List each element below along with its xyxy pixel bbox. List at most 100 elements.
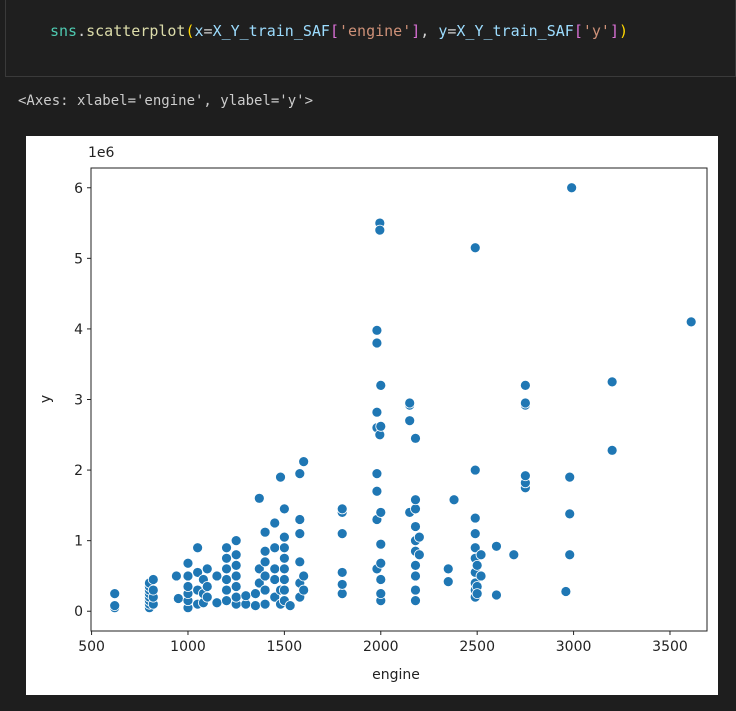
point [172,593,184,604]
point [371,468,383,480]
point [269,591,281,603]
code-token: x [194,22,204,40]
point [375,574,387,585]
y-axis-label: y [38,395,54,403]
point [685,316,697,328]
point [566,182,578,194]
point [371,485,383,497]
point [230,570,242,582]
point [519,470,531,482]
point [519,379,531,391]
y-tick-label: 5 [74,251,83,267]
point [182,581,194,592]
code-token: = [203,22,213,40]
point [253,492,265,504]
point [278,552,290,564]
point [269,563,281,575]
point [259,570,271,582]
point [371,337,383,349]
x-tick-label: 2000 [363,639,399,655]
point [284,600,296,611]
point [230,549,242,561]
code-token: sns [50,22,78,40]
point [475,570,487,582]
point [250,600,261,611]
point [374,224,386,236]
code-token: ) [618,22,628,40]
point [230,535,242,547]
point [278,574,290,585]
x-tick-label: 2500 [459,639,495,655]
point [269,542,281,554]
code-token: X_Y_train_SAF [212,22,330,40]
chart: 1e6 engine y 500 1000 1500 2000 2500 3000 3500… [38,145,708,683]
point [253,577,265,589]
point [410,521,421,532]
output-text: <Axes: xlabel='engine', ylabel='y'> [18,93,314,109]
point [259,545,271,557]
point [469,528,481,540]
point [410,584,421,596]
point [221,563,232,575]
point [410,494,421,506]
x-tick-label: 3000 [556,639,592,655]
y-offset-label: 1e6 [88,145,115,161]
point [469,464,481,476]
point [413,531,425,543]
point [471,559,483,571]
point [221,574,232,585]
point [147,584,159,596]
point [278,542,290,554]
point [278,503,290,515]
point [336,567,348,578]
code-token: 'y' [582,22,610,40]
point [469,512,481,524]
point [560,586,572,597]
x-tick-label: 3500 [652,639,688,655]
y-tick-label: 2 [74,463,83,479]
point [564,549,576,561]
point [375,420,387,432]
point [269,517,281,529]
point [336,528,348,540]
y-tick-label: 4 [74,322,83,338]
x-tick-label: 1500 [267,639,303,655]
point [259,584,271,596]
point [375,538,387,550]
point [375,588,387,599]
point [201,581,213,592]
point [230,591,242,603]
point [375,379,387,391]
point [375,507,387,518]
x-tick-label: 1000 [170,639,206,655]
point [469,242,481,254]
code-token: 'engine' [339,22,412,40]
point [211,597,223,609]
point [606,376,618,388]
point [221,552,232,564]
point [182,557,194,569]
point [410,503,421,515]
point [250,588,261,599]
point [336,503,348,515]
point [298,456,310,468]
point [491,540,502,552]
point [201,563,213,575]
point [278,563,290,575]
point [294,556,306,568]
code-token: ] [609,22,619,40]
point [469,542,481,554]
point [442,576,454,587]
point [182,570,194,582]
point [410,432,421,444]
point [259,598,271,610]
point [221,595,232,607]
point [230,581,242,592]
point [564,471,576,483]
point [404,397,416,409]
point [606,444,618,456]
point [201,591,213,603]
point [475,549,487,561]
code-cell[interactable]: sns.scatterplot(x=X_Y_train_SAF['engine'… [5,0,736,77]
